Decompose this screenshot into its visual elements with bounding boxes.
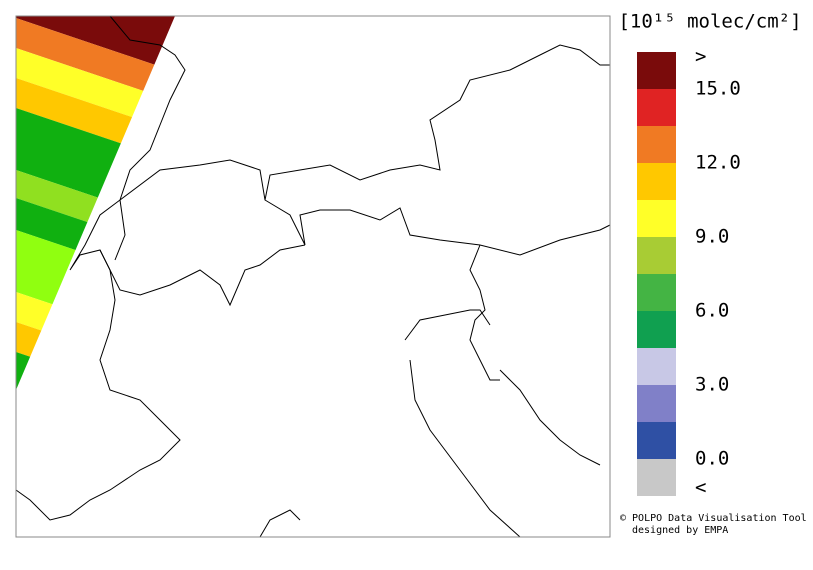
legend-title: [10¹⁵ molec/cm²] — [618, 11, 801, 33]
credit-line: designed by EMPA — [632, 525, 728, 536]
map-frame — [15, 15, 611, 538]
legend-label: 12.0 — [695, 152, 741, 174]
legend-label: 9.0 — [695, 226, 729, 248]
legend-label: 3.0 — [695, 374, 729, 396]
color-box — [637, 348, 676, 385]
color-box — [637, 52, 676, 89]
map-borders — [15, 15, 611, 538]
legend-label: 15.0 — [695, 78, 741, 100]
color-box — [637, 200, 676, 237]
legend-label: > — [695, 46, 706, 68]
color-box — [637, 163, 676, 200]
color-box — [637, 459, 676, 496]
legend-label: 6.0 — [695, 300, 729, 322]
color-box — [637, 385, 676, 422]
satellite-swath — [16, 16, 175, 390]
color-box — [637, 422, 676, 459]
color-box — [637, 89, 676, 126]
color-box — [637, 311, 676, 348]
color-scale — [637, 52, 676, 496]
color-box — [637, 237, 676, 274]
color-box — [637, 126, 676, 163]
legend-label: < — [695, 477, 706, 499]
legend-label: 0.0 — [695, 448, 729, 470]
color-box — [637, 274, 676, 311]
credit-line: © POLPO Data Visualisation Tool — [620, 513, 807, 524]
legend-labels: >15.0 12.0 9.0 6.0 3.0 0.0 < — [695, 46, 741, 499]
